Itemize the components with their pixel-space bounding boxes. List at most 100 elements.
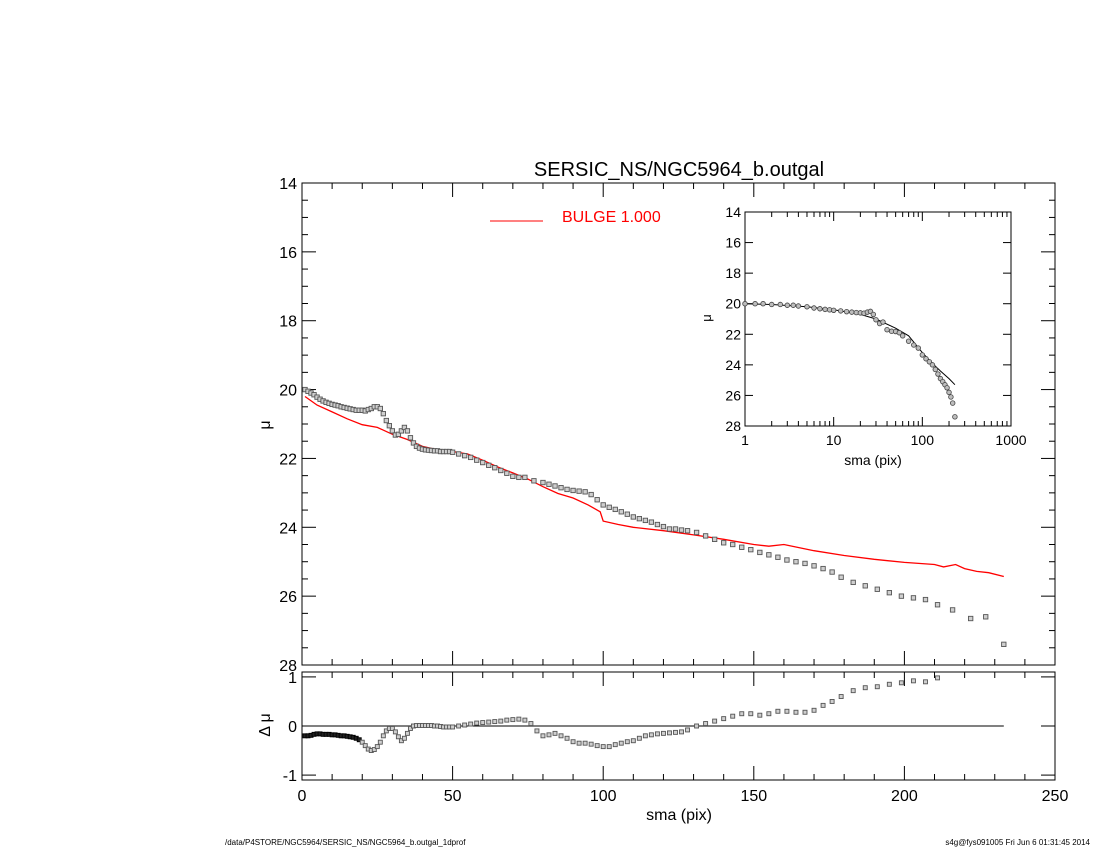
residual-y-tick-label: -1	[283, 768, 297, 785]
profile-data-point	[1001, 641, 1007, 647]
inset-data-point	[905, 338, 912, 344]
profile-data-point	[600, 502, 606, 508]
inset-data-point	[952, 414, 958, 420]
y-tick-label: 14	[279, 176, 297, 193]
residual-data-point	[516, 716, 522, 722]
profile-data-point	[693, 529, 700, 536]
profile-data-point	[594, 497, 600, 503]
profile-data-point	[660, 523, 667, 530]
inset-log-panel: 14 16 18 20 22 24 26 281 10 100 1000	[725, 204, 1026, 448]
inset-y-axis-label: μ	[699, 314, 714, 322]
residual-data-point	[910, 678, 916, 684]
profile-data-point	[820, 565, 826, 572]
profile-data-point	[588, 491, 594, 498]
profile-data-point	[648, 519, 655, 525]
residual-data-point	[564, 735, 570, 741]
profile-data-point	[377, 405, 383, 412]
residual-data-point	[654, 731, 660, 737]
inset-data-point	[804, 304, 810, 310]
residual-data-point	[456, 723, 462, 729]
residual-data-point	[630, 738, 636, 744]
residual-data-point	[660, 730, 666, 736]
profile-data-point	[636, 516, 642, 522]
inset-data-point	[929, 362, 936, 368]
footer-file-path: /data/P4STORE/NGC5964/SERSIC_NS/NGC5964_…	[225, 838, 466, 847]
profile-data-point	[850, 579, 856, 586]
inset-data-point	[790, 302, 796, 308]
profile-data-point	[395, 431, 402, 437]
profile-data-point	[874, 586, 880, 592]
residual-data-point	[389, 726, 395, 731]
residual-data-point	[721, 716, 727, 722]
profile-data-point	[486, 462, 492, 468]
residual-data-point	[510, 717, 516, 723]
profile-data-point	[498, 467, 504, 474]
residual-data-point	[362, 743, 368, 749]
residual-data-point	[923, 679, 928, 685]
residual-data-point	[874, 684, 880, 690]
residual-data-point	[492, 719, 498, 725]
residual-data-point	[775, 708, 781, 714]
profile-data-point	[546, 481, 552, 487]
residual-data-point	[679, 729, 684, 735]
residual-data-point	[377, 739, 383, 745]
residual-data-point	[450, 724, 456, 730]
residual-data-point	[395, 734, 401, 740]
residual-data-point	[552, 730, 558, 736]
x-tick-label: 250	[1042, 788, 1069, 805]
residual-data-point	[576, 740, 582, 746]
inset-data-point	[944, 385, 950, 391]
y-tick-label: 24	[279, 520, 297, 537]
inset-data-point	[795, 303, 802, 309]
residual-data-point	[685, 727, 690, 733]
profile-data-point	[455, 451, 462, 457]
profile-data-point	[784, 557, 790, 563]
residual-data-point	[392, 729, 398, 735]
inset-y-tick-label: 18	[725, 265, 741, 281]
profile-data-point	[802, 560, 808, 567]
residual-data-point	[793, 709, 799, 715]
profile-data-point	[748, 547, 754, 553]
residual-data-point	[829, 699, 835, 704]
inset-data-point	[946, 389, 952, 396]
inset-x-tick-label: 10	[826, 432, 842, 448]
profile-data-point	[564, 486, 570, 493]
inset-data-point	[926, 359, 933, 365]
chart-title: SERSIC_NS/NGC5964_b.outgal	[534, 159, 824, 181]
residual-data-point	[757, 712, 763, 718]
inset-data-point	[919, 352, 926, 358]
residual-data-point	[401, 735, 407, 741]
y-tick-label: 20	[279, 383, 297, 400]
inset-data-point	[923, 356, 929, 362]
profile-data-point	[934, 602, 941, 608]
inset-x-tick-label: 100	[911, 432, 935, 448]
residual-y-tick-label: 1	[288, 670, 297, 687]
residual-data-point	[468, 721, 474, 727]
profile-data-point	[624, 511, 630, 517]
profile-data-point	[618, 509, 624, 515]
residual-data-point	[480, 720, 486, 726]
profile-data-point	[480, 459, 486, 466]
residual-data-point	[802, 709, 808, 715]
residual-data-point	[820, 702, 826, 708]
inset-data-point	[811, 305, 817, 311]
residual-data-point	[739, 711, 745, 717]
profile-data-point	[504, 470, 510, 476]
residual-data-point	[522, 717, 528, 723]
residual-data-point	[380, 733, 386, 739]
residual-data-point	[404, 730, 410, 736]
residual-data-point	[648, 732, 654, 738]
profile-data-point	[540, 479, 546, 486]
inset-data-point	[817, 306, 823, 312]
profile-data-point	[886, 590, 892, 596]
residual-y-tick-label: 0	[288, 719, 297, 736]
profile-data-point	[739, 544, 745, 550]
inset-y-tick-label: 22	[725, 326, 741, 342]
residual-data-point	[748, 711, 754, 717]
profile-data-point	[576, 488, 582, 494]
inset-data-point	[752, 301, 758, 307]
profile-data-point	[552, 483, 558, 489]
profile-data-point	[757, 549, 763, 556]
y-tick-label: 16	[279, 245, 297, 262]
profile-data-point	[582, 489, 588, 495]
